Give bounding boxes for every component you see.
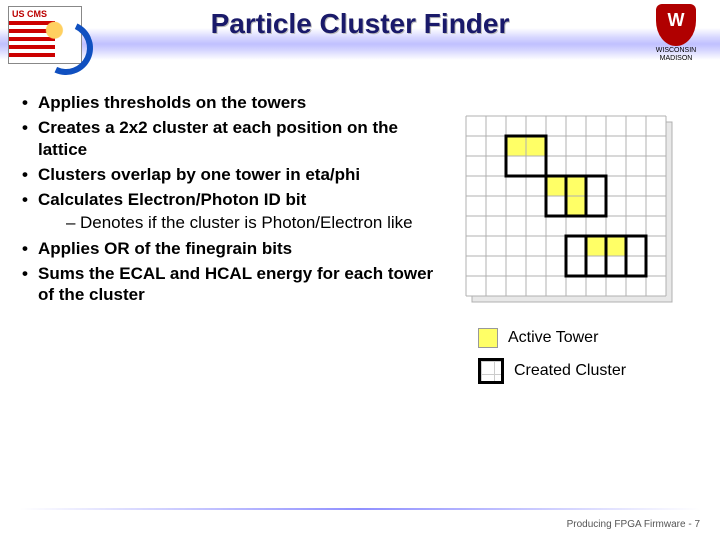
bullet-item: Creates a 2x2 cluster at each position o… bbox=[22, 117, 442, 160]
legend-cluster: Created Cluster bbox=[478, 358, 690, 384]
slide-header: Particle Cluster Finder US CMS WISCONSIN… bbox=[0, 0, 720, 72]
slide-title: Particle Cluster Finder bbox=[0, 8, 720, 40]
sub-bullet-item: Denotes if the cluster is Photon/Electro… bbox=[66, 212, 442, 233]
wisconsin-label-top: WISCONSIN bbox=[656, 47, 696, 54]
cluster-diagram: Active Tower Created Cluster bbox=[460, 110, 690, 384]
bullet-item: Clusters overlap by one tower in eta/phi bbox=[22, 164, 442, 185]
bullet-item: Sums the ECAL and HCAL energy for each t… bbox=[22, 263, 442, 306]
bullet-item: Calculates Electron/Photon ID bit Denote… bbox=[22, 189, 442, 234]
wisconsin-logo: WISCONSIN MADISON bbox=[648, 4, 704, 62]
lattice-grid bbox=[460, 110, 680, 310]
bullet-text: Calculates Electron/Photon ID bit bbox=[38, 190, 306, 209]
legend-label: Created Cluster bbox=[514, 362, 626, 380]
cms-swoosh-icon bbox=[43, 17, 81, 61]
legend-label: Active Tower bbox=[508, 329, 598, 347]
wisconsin-crest-icon bbox=[656, 4, 696, 46]
footer-text: Producing FPGA Firmware - 7 bbox=[567, 519, 700, 530]
bullet-item: Applies OR of the finegrain bits bbox=[22, 238, 442, 259]
legend-active: Active Tower bbox=[478, 328, 690, 348]
grid-svg bbox=[460, 110, 680, 310]
wisconsin-label-bottom: MADISON bbox=[660, 55, 693, 62]
bullet-item: Applies thresholds on the towers bbox=[22, 92, 442, 113]
active-tower-swatch-icon bbox=[478, 328, 498, 348]
uscms-label: US CMS bbox=[12, 9, 47, 19]
footer-divider bbox=[20, 508, 700, 510]
bullet-content: Applies thresholds on the towers Creates… bbox=[22, 92, 442, 309]
created-cluster-swatch-icon bbox=[478, 358, 504, 384]
uscms-logo: US CMS bbox=[8, 6, 82, 64]
